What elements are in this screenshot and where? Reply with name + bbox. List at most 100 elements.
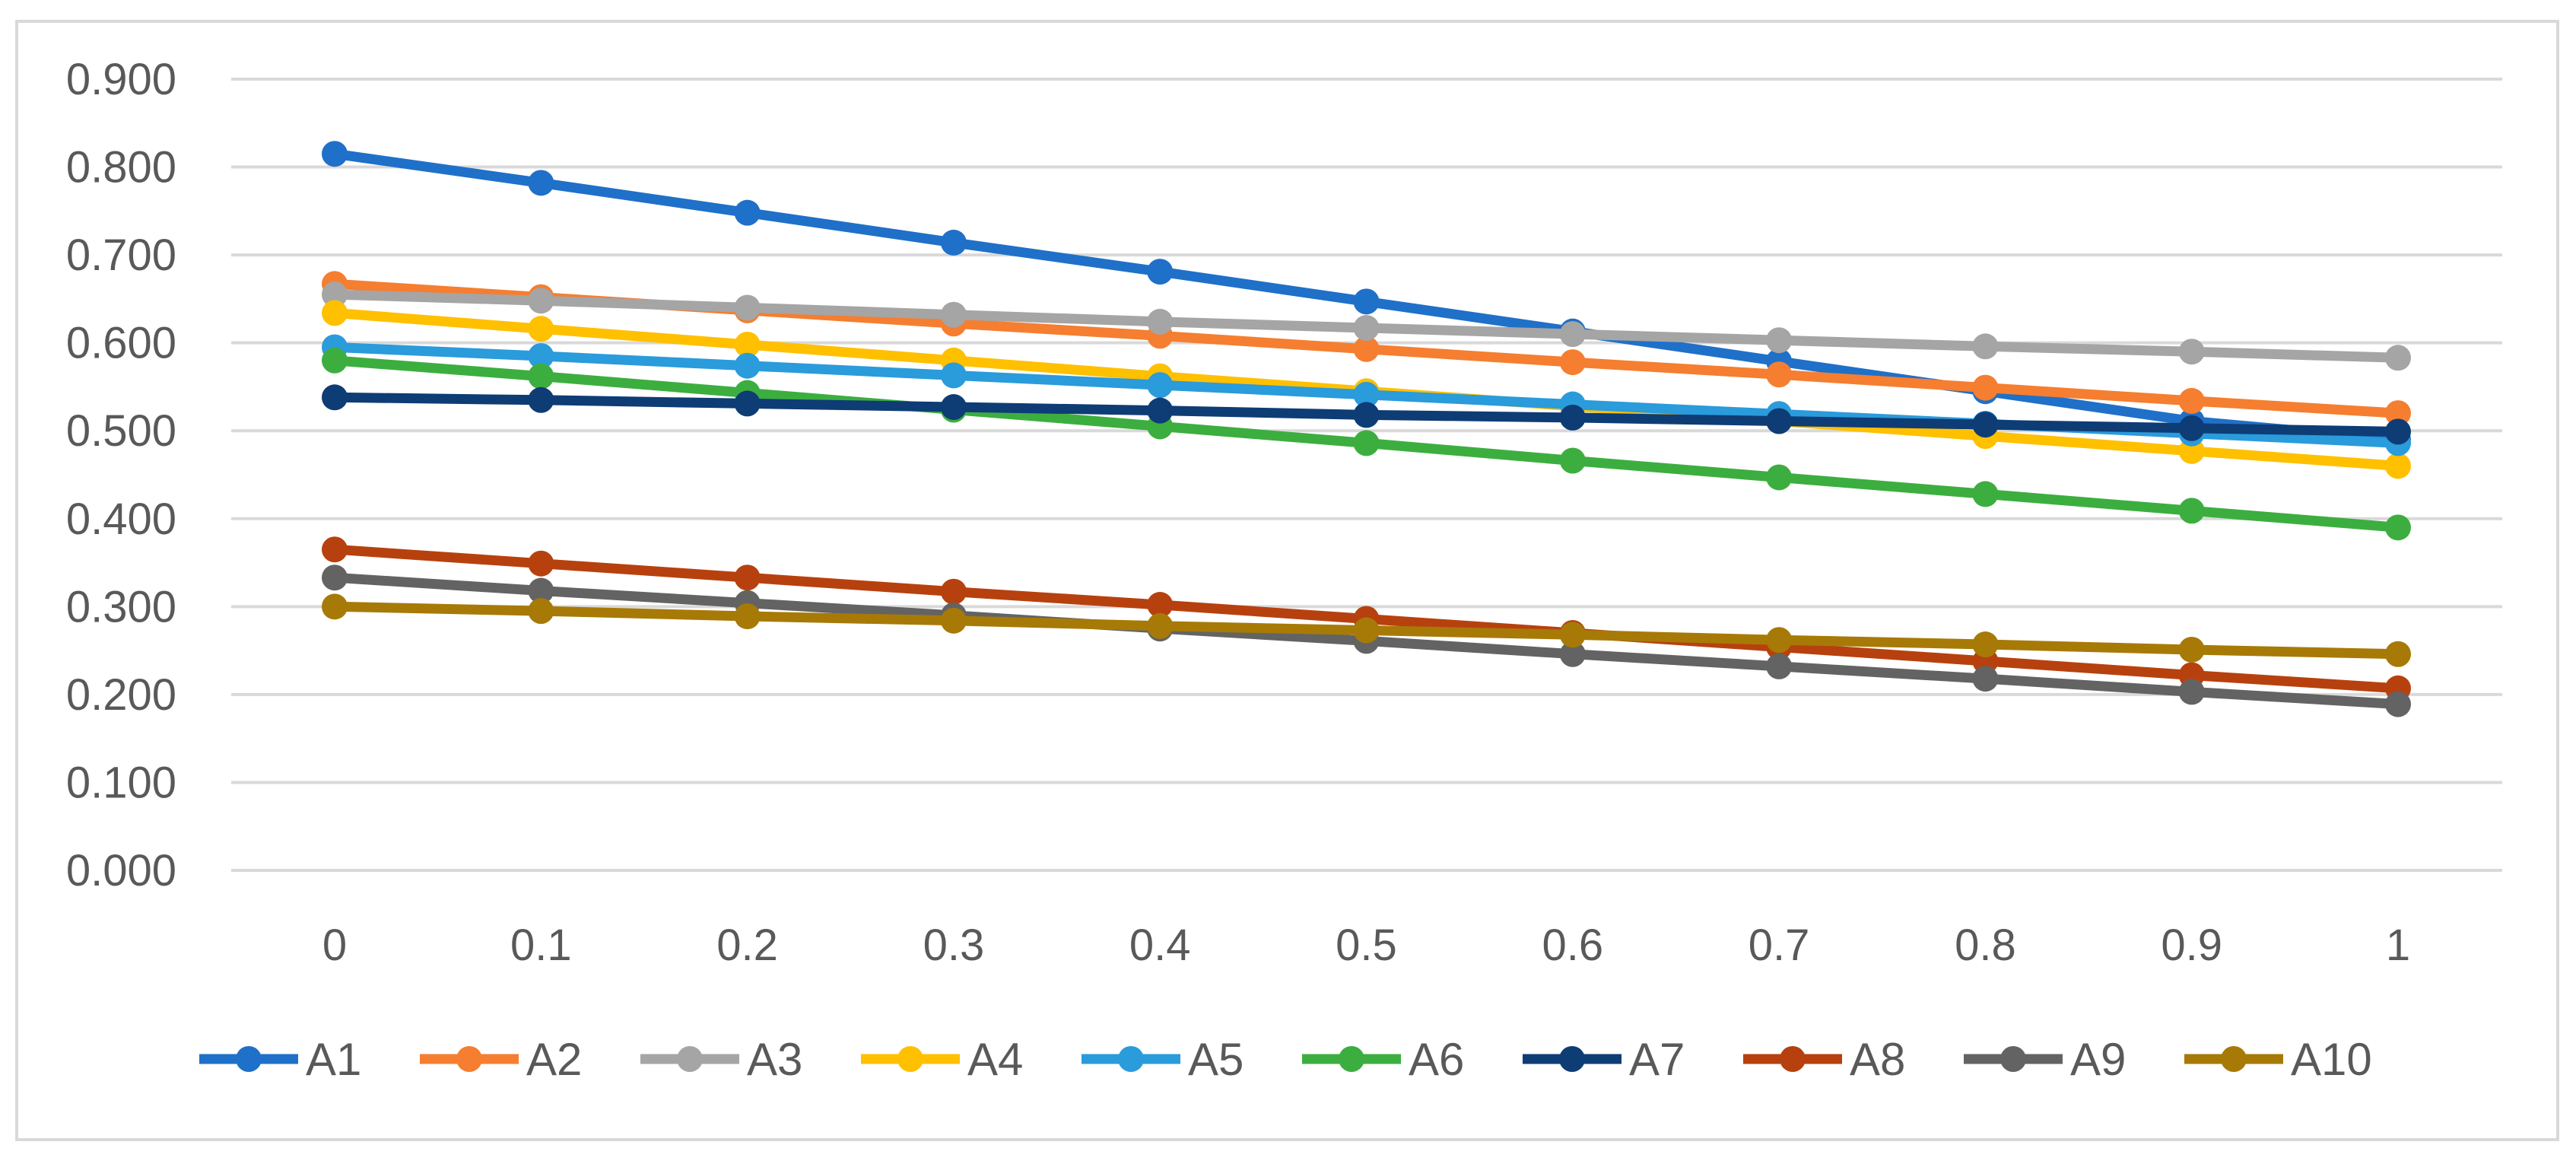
data-point-a9 bbox=[2178, 679, 2205, 705]
data-point-a7 bbox=[2385, 418, 2411, 445]
y-tick-label: 0.300 bbox=[66, 582, 176, 631]
data-point-a9 bbox=[1559, 641, 1586, 667]
gridlines bbox=[231, 78, 2502, 872]
legend-label: A5 bbox=[1188, 1034, 1244, 1085]
data-point-a2 bbox=[1559, 349, 1586, 376]
legend-label: A10 bbox=[2291, 1034, 2372, 1085]
x-tick-label: 0.7 bbox=[1749, 921, 1810, 970]
data-point-a5 bbox=[1147, 372, 1174, 399]
legend-item-a6: A6 bbox=[1302, 1034, 1464, 1085]
data-point-a10 bbox=[1766, 627, 1793, 654]
data-point-a7 bbox=[2178, 415, 2205, 441]
data-point-a6 bbox=[1559, 447, 1586, 474]
data-point-a7 bbox=[322, 384, 348, 411]
legend-swatch-marker bbox=[1339, 1046, 1364, 1072]
legend: A1 A2 A3 A4 A5 A6 A7 A8 A9 A10 bbox=[199, 1034, 2372, 1085]
x-tick-label: 0.2 bbox=[716, 921, 778, 970]
series-a10 bbox=[322, 593, 2411, 667]
data-point-a6 bbox=[2385, 514, 2411, 541]
data-point-a7 bbox=[1766, 408, 1793, 434]
data-point-a6 bbox=[2178, 498, 2205, 524]
legend-label: A3 bbox=[747, 1034, 802, 1085]
legend-item-a8: A8 bbox=[1743, 1034, 1905, 1085]
x-tick-label: 0.3 bbox=[923, 921, 985, 970]
legend-label: A4 bbox=[967, 1034, 1023, 1085]
data-point-a8 bbox=[528, 550, 554, 577]
legend-item-a9: A9 bbox=[1964, 1034, 2126, 1085]
legend-swatch-marker bbox=[236, 1046, 262, 1072]
data-point-a1 bbox=[1147, 259, 1174, 285]
legend-item-a5: A5 bbox=[1082, 1034, 1244, 1085]
x-tick-label: 0.5 bbox=[1336, 921, 1397, 970]
data-point-a9 bbox=[528, 577, 554, 604]
data-point-a3 bbox=[1766, 327, 1793, 354]
series-a7 bbox=[322, 384, 2411, 445]
data-point-a10 bbox=[2178, 636, 2205, 663]
y-tick-label: 0.500 bbox=[66, 406, 176, 456]
data-point-a3 bbox=[322, 281, 348, 308]
legend-label: A1 bbox=[306, 1034, 361, 1085]
y-tick-label: 0.200 bbox=[66, 670, 176, 720]
data-point-a3 bbox=[940, 301, 967, 328]
data-point-a1 bbox=[1353, 288, 1380, 315]
y-tick-label: 0.600 bbox=[66, 319, 176, 368]
x-tick-label: 0.1 bbox=[510, 921, 572, 970]
data-point-a8 bbox=[940, 578, 967, 605]
data-point-a10 bbox=[1353, 617, 1380, 644]
data-point-a6 bbox=[1353, 430, 1380, 456]
data-point-a4 bbox=[734, 331, 761, 358]
data-point-a8 bbox=[322, 536, 348, 563]
data-point-a10 bbox=[1147, 612, 1174, 639]
y-axis: 0.000 0.100 0.200 0.300 0.400 0.500 0.600 0.700… bbox=[66, 55, 176, 895]
legend-item-a7: A7 bbox=[1523, 1034, 1685, 1085]
data-point-a3 bbox=[2178, 339, 2205, 365]
legend-label: A7 bbox=[1629, 1034, 1685, 1085]
data-point-a4 bbox=[322, 300, 348, 326]
data-point-a7 bbox=[1353, 402, 1380, 428]
legend-item-a3: A3 bbox=[640, 1034, 802, 1085]
data-point-a5 bbox=[940, 362, 967, 389]
legend-swatch-marker bbox=[456, 1046, 482, 1072]
data-point-a7 bbox=[1972, 412, 1999, 438]
legend-swatch-marker bbox=[897, 1046, 923, 1072]
data-point-a1 bbox=[528, 170, 554, 196]
data-point-a3 bbox=[2385, 345, 2411, 371]
x-axis: 0 0.1 0.2 0.3 0.4 0.5 0.6 0.7 0.8 0.9 1 bbox=[322, 921, 2410, 970]
x-tick-label: 1 bbox=[2386, 921, 2410, 970]
data-point-a8 bbox=[734, 565, 761, 591]
data-point-a7 bbox=[1147, 397, 1174, 424]
data-point-a10 bbox=[322, 593, 348, 620]
data-point-a6 bbox=[528, 363, 554, 390]
data-point-a10 bbox=[1559, 622, 1586, 648]
data-point-a2 bbox=[2178, 387, 2205, 414]
data-point-a10 bbox=[734, 603, 761, 630]
data-point-a8 bbox=[1147, 592, 1174, 619]
data-point-a9 bbox=[1766, 653, 1793, 679]
y-tick-label: 0.900 bbox=[66, 55, 176, 104]
x-tick-label: 0.8 bbox=[1955, 921, 2016, 970]
x-tick-label: 0.9 bbox=[2161, 921, 2222, 970]
data-point-a5 bbox=[528, 343, 554, 369]
x-tick-label: 0.4 bbox=[1129, 921, 1191, 970]
data-point-a6 bbox=[1972, 481, 1999, 507]
series-lines bbox=[322, 141, 2411, 717]
data-point-a7 bbox=[528, 386, 554, 413]
data-point-a9 bbox=[1972, 666, 1999, 692]
data-point-a3 bbox=[734, 294, 761, 321]
legend-label: A8 bbox=[1850, 1034, 1905, 1085]
data-point-a5 bbox=[734, 352, 761, 379]
legend-swatch-marker bbox=[1559, 1046, 1585, 1072]
data-point-a6 bbox=[322, 347, 348, 374]
data-point-a1 bbox=[940, 229, 967, 256]
data-point-a7 bbox=[1559, 404, 1586, 431]
data-point-a2 bbox=[1353, 336, 1380, 362]
data-point-a1 bbox=[322, 141, 348, 167]
legend-label: A2 bbox=[526, 1034, 582, 1085]
x-tick-label: 0.6 bbox=[1542, 921, 1603, 970]
data-point-a9 bbox=[322, 565, 348, 591]
data-point-a4 bbox=[2385, 453, 2411, 479]
data-point-a10 bbox=[940, 607, 967, 634]
data-point-a3 bbox=[1353, 315, 1380, 342]
legend-item-a2: A2 bbox=[420, 1034, 582, 1085]
